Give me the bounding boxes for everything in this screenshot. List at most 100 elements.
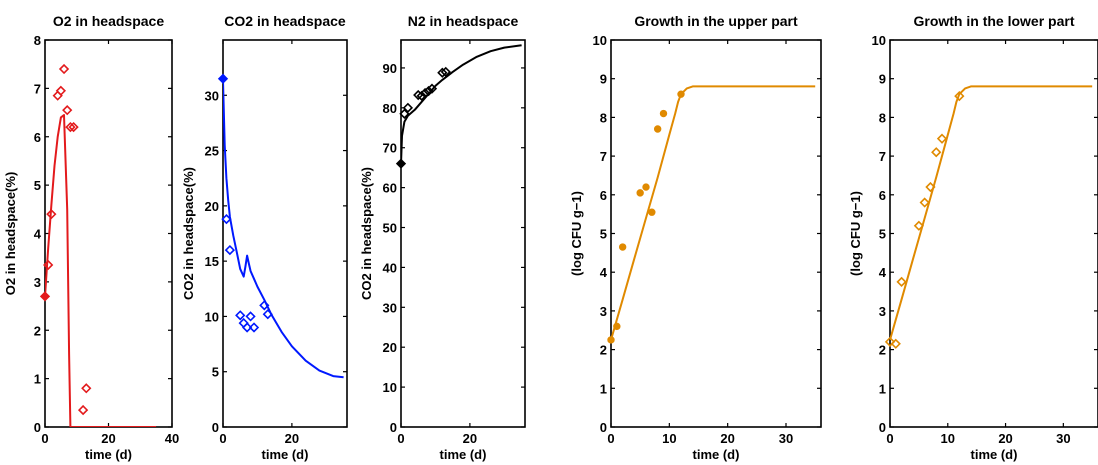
data-point-open	[68, 121, 79, 133]
axes-frame	[400, 39, 526, 428]
data-point-open	[913, 220, 925, 231]
data-point-filled	[39, 291, 51, 302]
y-tick-label: 3	[879, 304, 886, 319]
data-point-filled	[653, 125, 662, 133]
data-point-open	[58, 63, 70, 75]
data-point-open	[426, 83, 438, 94]
plot-area	[890, 85, 1093, 341]
y-tick-label: 1	[34, 372, 41, 387]
y-tick-label: 50	[383, 221, 397, 236]
y-tick-label: 10	[872, 33, 886, 48]
data-point-open	[262, 309, 273, 320]
y-tick-label: 70	[383, 141, 397, 156]
data-point-open	[52, 90, 63, 101]
y-tick-label: 30	[205, 88, 219, 103]
y-tick-label: 5	[879, 227, 886, 242]
chart-panel: O2 in headspace 0 20 40 0 1 2 3 4 5 6 7 8 time (d) O2 …	[3, 13, 179, 462]
data-point-open	[43, 259, 54, 271]
data-point-filled	[636, 189, 644, 197]
x-tick-label: 20	[998, 431, 1012, 446]
data-point-filled	[648, 208, 656, 216]
data-point-open	[245, 311, 256, 322]
x-tick-label: 20	[101, 431, 115, 446]
data-point-open	[440, 66, 451, 78]
model-curve	[45, 114, 157, 427]
y-tick-label: 5	[212, 365, 219, 380]
y-tick-label: 2	[600, 343, 607, 358]
data-point-open	[235, 310, 246, 321]
x-tick-label: 40	[165, 431, 179, 446]
y-tick-label: 8	[600, 110, 607, 125]
y-tick-label: 4	[879, 265, 887, 280]
x-tick-label: 0	[219, 431, 226, 446]
y-tick-label: 7	[34, 81, 41, 96]
data-point-open	[81, 383, 92, 394]
y-axis-label: (log CFU g−1)	[848, 191, 863, 276]
model-curve	[890, 85, 1093, 341]
y-axis-label: CO2 in headspace(%)	[181, 167, 196, 300]
chart-title: O2 in headspace	[53, 13, 164, 29]
y-tick-label: 5	[600, 227, 607, 242]
data-point-open	[248, 322, 260, 333]
data-point-open	[62, 105, 73, 116]
y-tick-label: 15	[205, 254, 219, 269]
y-tick-label: 7	[600, 149, 607, 164]
y-tick-label: 1	[600, 381, 607, 396]
y-tick-label: 7	[879, 149, 886, 164]
x-tick-label: 0	[607, 431, 614, 446]
y-tick-label: 3	[34, 275, 41, 290]
y-tick-label: 20	[383, 340, 397, 355]
data-point-open	[221, 213, 232, 225]
data-point-filled	[613, 322, 621, 331]
data-point-open	[65, 121, 76, 133]
data-point-filled	[677, 90, 685, 98]
x-tick-label: 10	[662, 431, 676, 446]
y-tick-label: 2	[879, 343, 886, 358]
model-curve	[401, 44, 522, 164]
x-tick-label: 20	[463, 431, 477, 446]
data-point-filled	[659, 109, 668, 118]
x-tick-label: 0	[41, 431, 48, 446]
data-point-open	[77, 404, 89, 416]
chart-panel: CO2 in headspace 0 20 0 5 10 15 20 25 30 time (d) C…	[181, 13, 348, 462]
chart-title: N2 in headspace	[408, 13, 519, 29]
data-point-open	[437, 67, 448, 78]
chart-panel: Growth in the lower part 0 10 20 30 0 1 2 3 4 5 6 7 8…	[848, 13, 1098, 462]
y-axis-label: O2 in headspace(%)	[3, 172, 18, 296]
chart-title: Growth in the lower part	[913, 13, 1074, 29]
x-tick-label: 10	[941, 431, 955, 446]
y-axis-label: (log CFU g−1)	[569, 191, 584, 276]
x-tick-label: 0	[397, 431, 404, 446]
y-tick-label: 0	[600, 420, 607, 435]
data-point-open	[423, 85, 434, 97]
y-tick-label: 3	[600, 304, 607, 319]
data-point-open	[224, 244, 236, 256]
data-point-open	[55, 85, 67, 96]
data-point-open	[954, 90, 965, 102]
y-tick-label: 60	[383, 181, 397, 196]
y-axis-label: CO2 in headspace(%)	[359, 167, 374, 300]
plot-area	[45, 114, 157, 427]
x-axis-label: time (d)	[971, 447, 1018, 462]
data-point-filled	[607, 336, 615, 344]
data-point-filled	[618, 243, 627, 251]
model-curve	[611, 85, 816, 341]
y-tick-label: 4	[34, 227, 42, 242]
data-point-open	[936, 133, 948, 144]
data-point-open	[416, 90, 427, 101]
x-tick-label: 30	[779, 431, 793, 446]
y-tick-label: 8	[34, 33, 41, 48]
axes-frame	[222, 39, 348, 428]
y-tick-label: 20	[205, 199, 219, 214]
data-point-open	[919, 197, 930, 208]
data-point-open	[46, 209, 57, 220]
y-tick-label: 80	[383, 101, 397, 116]
y-tick-label: 5	[34, 178, 41, 193]
data-point-open	[241, 322, 253, 333]
y-tick-label: 0	[390, 420, 397, 435]
y-tick-label: 6	[600, 188, 607, 203]
y-tick-label: 10	[383, 380, 397, 395]
chart-panel: Growth in the upper part 0 10 20 30 0 1 2 3 4 5 6 7 8…	[569, 13, 822, 462]
axes-frame	[44, 39, 173, 428]
